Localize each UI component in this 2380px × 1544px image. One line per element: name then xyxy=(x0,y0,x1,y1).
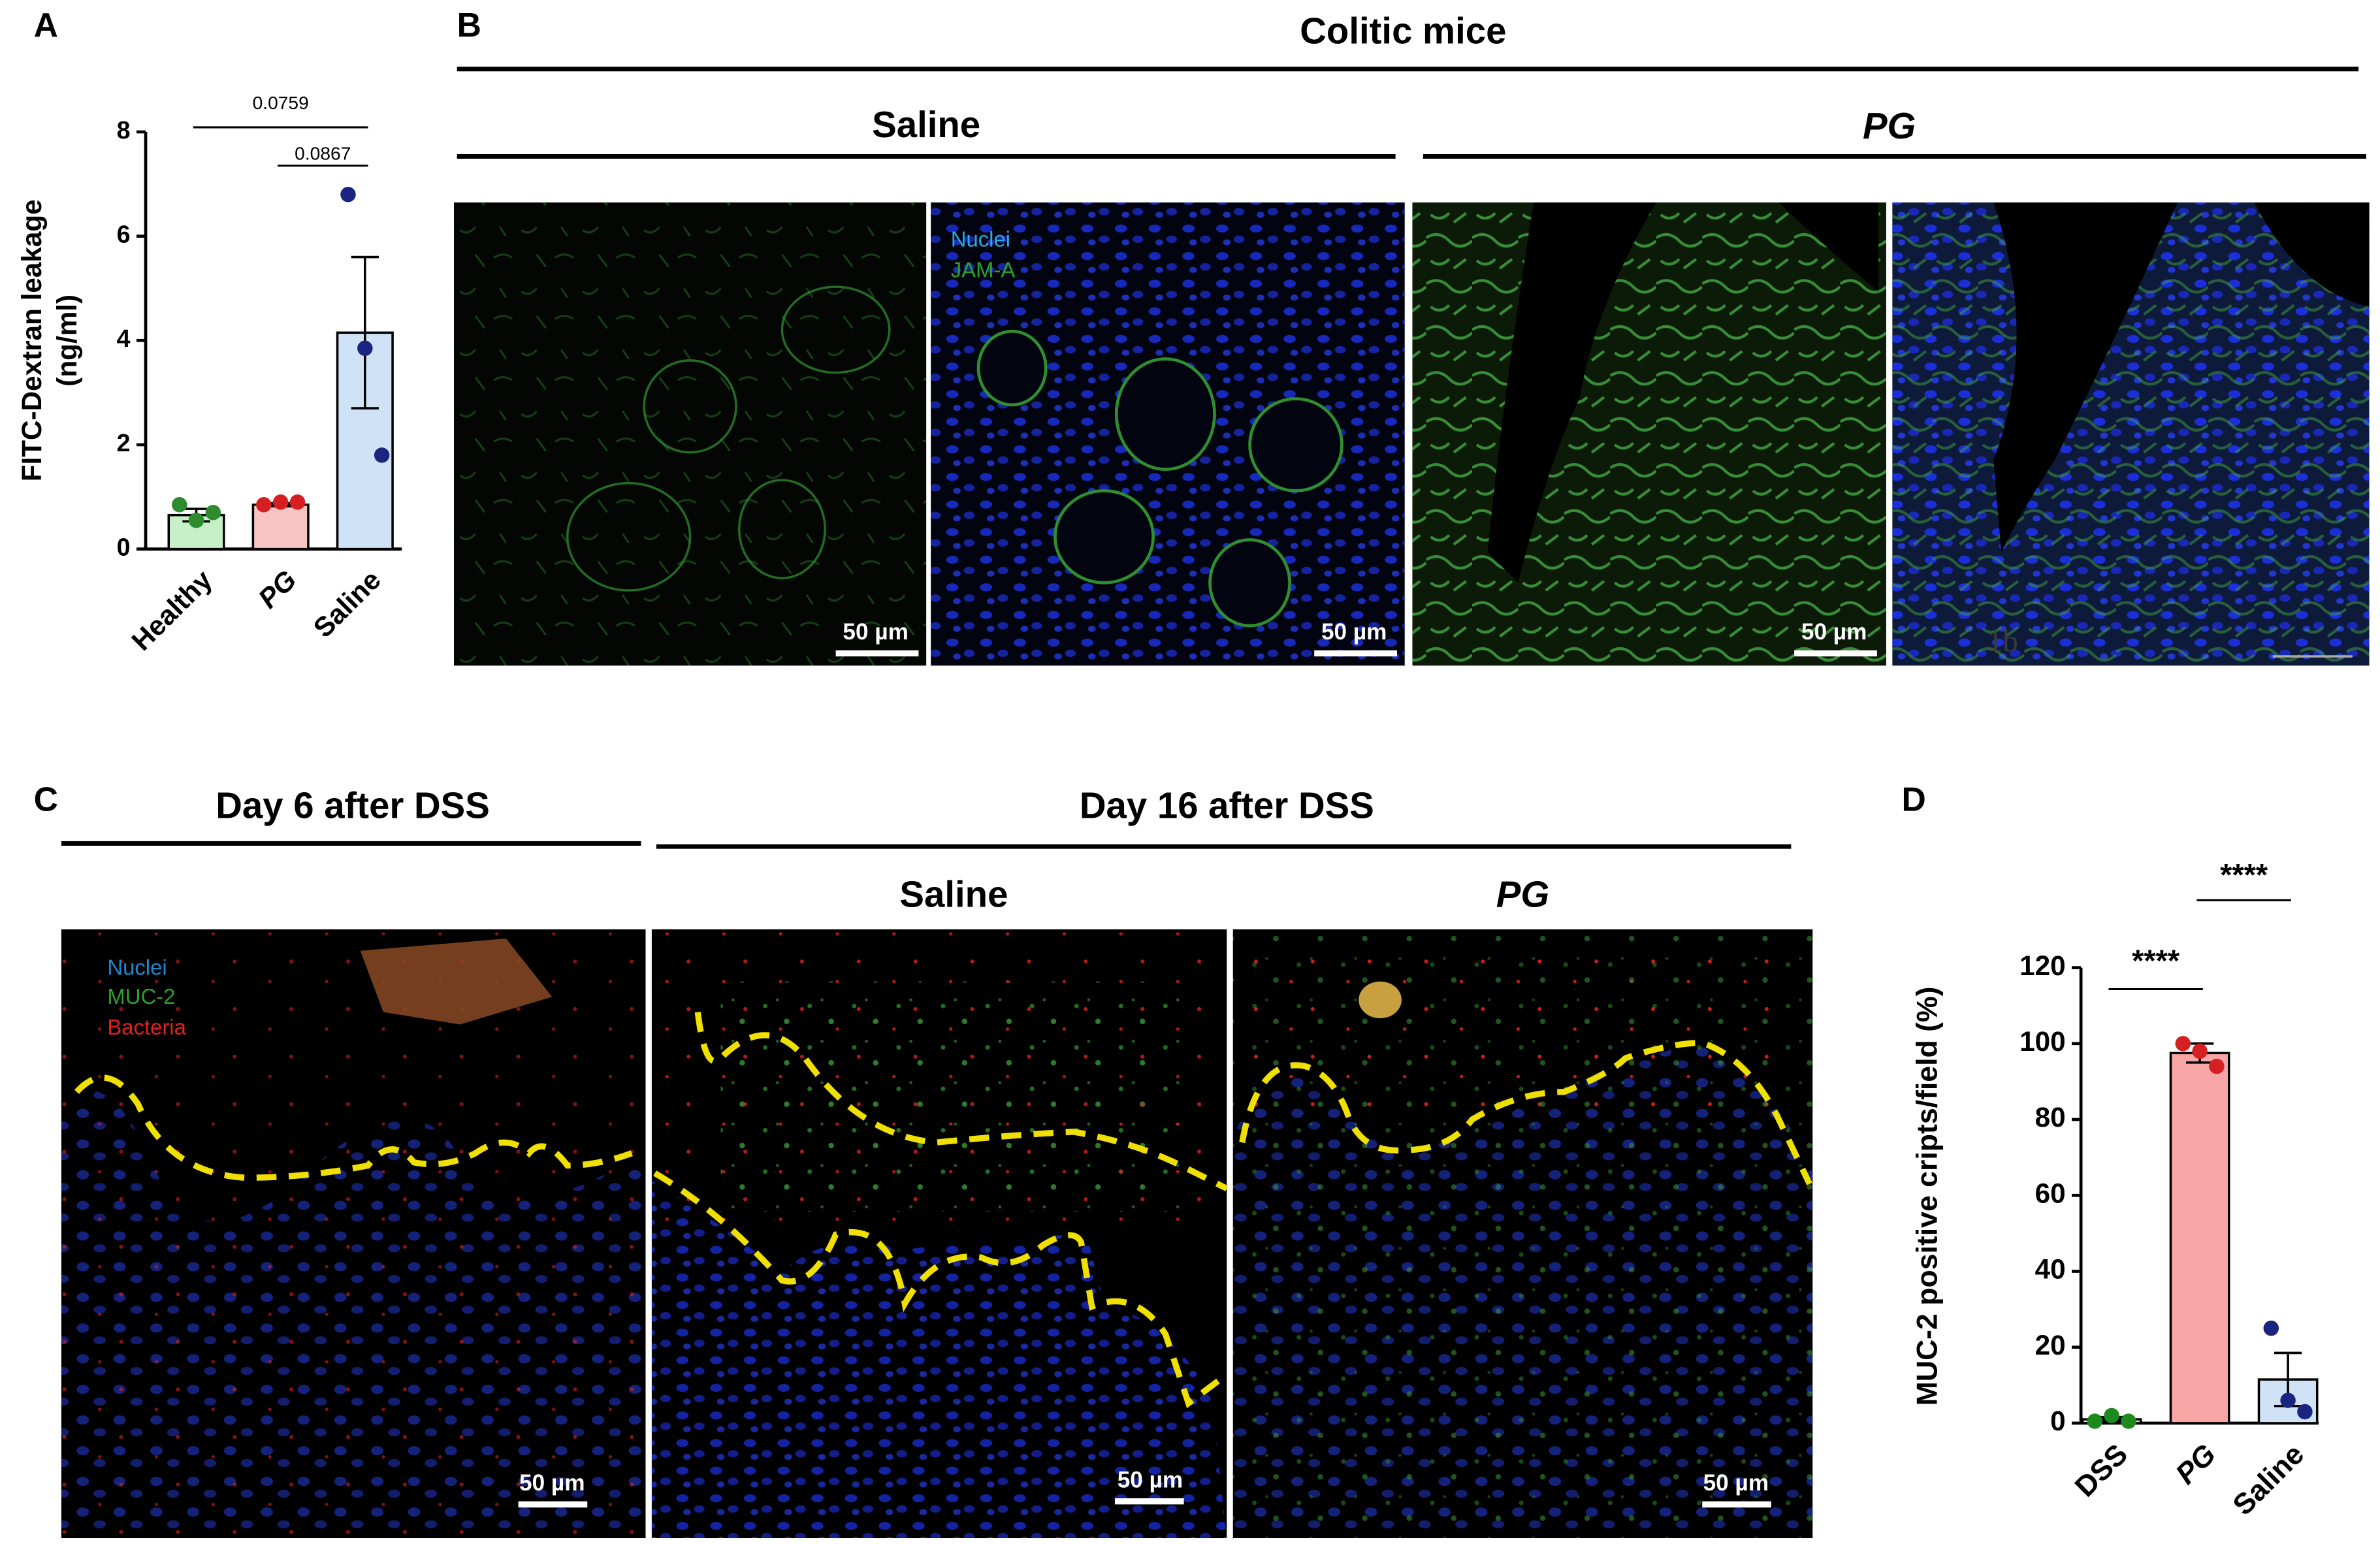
group-label: Saline xyxy=(899,873,1008,914)
y-tick-label: 40 xyxy=(2035,1254,2066,1285)
data-point xyxy=(289,494,306,510)
x-tick-label: DSS xyxy=(2069,1438,2134,1504)
legend-label: MUC-2 xyxy=(107,984,175,1008)
panel-label: D xyxy=(1901,780,1925,818)
micrograph xyxy=(1892,202,2370,666)
data-point xyxy=(357,340,373,357)
x-tick-label: PG xyxy=(2170,1438,2222,1490)
y-tick-label: 120 xyxy=(2019,950,2066,981)
y-axis-label: FITC-Dextran leakage xyxy=(16,199,47,481)
y-tick-label: 60 xyxy=(2035,1178,2066,1208)
data-point xyxy=(256,497,272,513)
y-tick-label: 6 xyxy=(117,221,131,248)
scale-bar-label: 50 µm xyxy=(519,1470,585,1496)
y-tick-label: 0 xyxy=(117,534,131,561)
data-point xyxy=(2121,1413,2136,1429)
data-point xyxy=(2280,1392,2296,1408)
micrograph xyxy=(1232,929,1813,1539)
data-point xyxy=(2192,1043,2208,1059)
group-label: PG xyxy=(1496,873,1549,914)
data-point xyxy=(2087,1413,2103,1429)
data-point xyxy=(374,447,390,463)
bar xyxy=(251,503,310,551)
y-tick-label: 2 xyxy=(117,429,131,457)
significance-label: **** xyxy=(2220,857,2268,892)
significance-label: 0.0759 xyxy=(253,92,309,113)
x-tick-label: Saline xyxy=(308,564,387,643)
significance-label: 0.0867 xyxy=(295,143,351,164)
data-point xyxy=(2263,1320,2279,1336)
panel-label: C xyxy=(34,780,58,818)
micrograph xyxy=(1412,202,1886,666)
panel-label: B xyxy=(457,6,481,44)
panel-label: A xyxy=(34,6,58,44)
group-label: Day 16 after DSS xyxy=(1080,784,1374,826)
scale-bar-label: 50 µm xyxy=(843,619,909,645)
y-tick-label: 80 xyxy=(2035,1102,2066,1133)
legend-label: Bacteria xyxy=(107,1015,186,1039)
scale-bar-label: 50 µm xyxy=(1703,1470,1769,1496)
watermark: 1b xyxy=(1987,624,2018,658)
y-axis-label: (ng/ml) xyxy=(52,295,82,387)
x-tick-label: PG xyxy=(252,564,302,614)
scale-bar-label: 50 µm xyxy=(1118,1467,1183,1492)
y-tick-label: 4 xyxy=(117,325,131,352)
data-point xyxy=(171,497,187,513)
y-tick-label: 100 xyxy=(2019,1026,2066,1057)
data-point xyxy=(188,512,204,528)
micrograph xyxy=(61,929,646,1539)
legend-label: Nuclei xyxy=(951,227,1010,251)
y-tick-label: 8 xyxy=(117,116,131,144)
x-tick-label: Saline xyxy=(2227,1438,2311,1522)
data-point xyxy=(340,187,356,202)
data-point xyxy=(205,504,221,521)
data-point xyxy=(272,494,289,510)
panel-title: Colitic mice xyxy=(1300,10,1506,52)
scale-bar-label: 50 µm xyxy=(1321,619,1387,645)
micrograph xyxy=(651,929,1229,1539)
x-tick-label: Healthy xyxy=(125,564,218,657)
error-bar xyxy=(351,255,379,410)
micrograph xyxy=(931,202,1405,666)
micrograph xyxy=(453,202,927,666)
significance-label: **** xyxy=(2132,943,2180,978)
data-point xyxy=(2297,1404,2313,1420)
bar xyxy=(2169,1052,2230,1424)
scale-bar-label: 50 µm xyxy=(1801,619,1867,645)
y-tick-label: 0 xyxy=(2050,1406,2066,1436)
legend-label: JAM-A xyxy=(951,257,1016,281)
y-axis-label: MUC-2 positive cripts/field (%) xyxy=(1911,986,1943,1406)
data-point xyxy=(2209,1058,2225,1074)
data-point xyxy=(2104,1407,2119,1424)
group-label: PG xyxy=(1863,105,1916,146)
group-label: Day 6 after DSS xyxy=(216,784,490,826)
legend-label: Nuclei xyxy=(107,956,167,980)
y-tick-label: 20 xyxy=(2035,1330,2066,1360)
data-point xyxy=(2175,1036,2191,1052)
group-label: Saline xyxy=(872,104,980,145)
